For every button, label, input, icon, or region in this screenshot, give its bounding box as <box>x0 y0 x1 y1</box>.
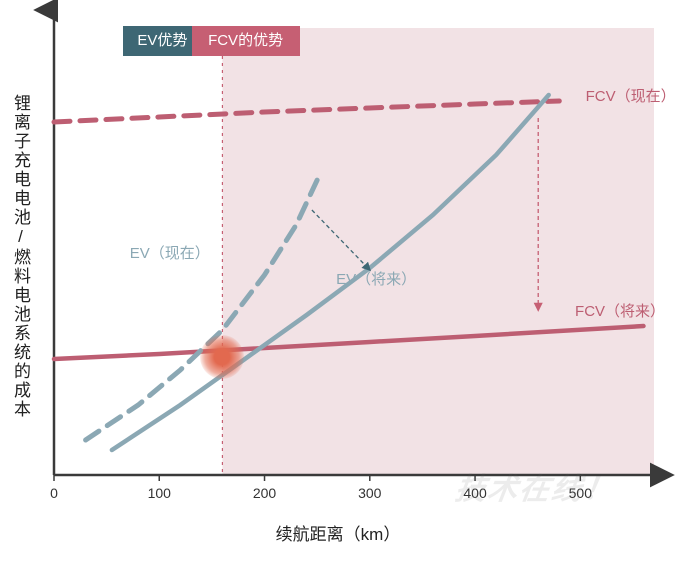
x-tick-label: 300 <box>358 485 381 501</box>
plot-area: EV优势 FCV的优势 FCV（现在） FCV（将来） EV（现在） EV（将来… <box>54 10 654 475</box>
crossover-point <box>200 335 244 379</box>
label-fcv-now: FCV（现在） <box>586 85 676 106</box>
label-ev-future: EV（将来） <box>336 268 416 289</box>
badge-fcv-advantage: FCV的优势 <box>192 26 300 56</box>
watermark-text: 技术在线！ <box>453 464 619 508</box>
x-tick-label: 200 <box>253 485 276 501</box>
y-axis-label: 锂离子充电电池/燃料电池系统的成本 <box>8 50 33 463</box>
label-ev-now: EV（现在） <box>130 242 210 263</box>
chart-container: 锂离子充电电池/燃料电池系统的成本 <box>0 0 676 563</box>
x-tick-label: 0 <box>50 485 58 501</box>
x-axis-label: 续航距离（km） <box>276 520 401 545</box>
x-tick-label: 100 <box>148 485 171 501</box>
badge-ev-advantage: EV优势 <box>123 26 201 56</box>
label-fcv-future: FCV（将来） <box>575 300 665 321</box>
